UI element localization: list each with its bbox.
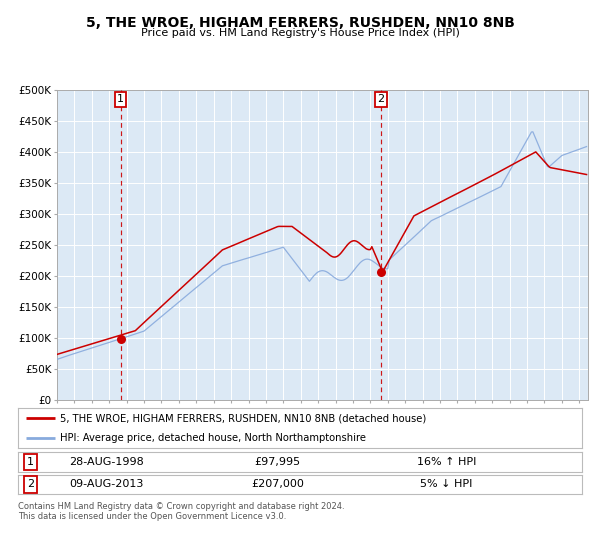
Text: 5, THE WROE, HIGHAM FERRERS, RUSHDEN, NN10 8NB: 5, THE WROE, HIGHAM FERRERS, RUSHDEN, NN… <box>86 16 514 30</box>
Text: Contains HM Land Registry data © Crown copyright and database right 2024.: Contains HM Land Registry data © Crown c… <box>18 502 344 511</box>
Text: 5% ↓ HPI: 5% ↓ HPI <box>421 479 473 489</box>
Text: 09-AUG-2013: 09-AUG-2013 <box>69 479 143 489</box>
Text: £97,995: £97,995 <box>254 457 301 467</box>
Text: 1: 1 <box>117 94 124 104</box>
Text: This data is licensed under the Open Government Licence v3.0.: This data is licensed under the Open Gov… <box>18 512 286 521</box>
Text: 5, THE WROE, HIGHAM FERRERS, RUSHDEN, NN10 8NB (detached house): 5, THE WROE, HIGHAM FERRERS, RUSHDEN, NN… <box>60 413 427 423</box>
Text: 2: 2 <box>377 94 385 104</box>
Text: HPI: Average price, detached house, North Northamptonshire: HPI: Average price, detached house, Nort… <box>60 433 366 444</box>
Text: 28-AUG-1998: 28-AUG-1998 <box>69 457 143 467</box>
Text: 1: 1 <box>27 457 34 467</box>
Text: £207,000: £207,000 <box>251 479 304 489</box>
Text: 2: 2 <box>27 479 34 489</box>
Text: Price paid vs. HM Land Registry's House Price Index (HPI): Price paid vs. HM Land Registry's House … <box>140 28 460 38</box>
Text: 16% ↑ HPI: 16% ↑ HPI <box>417 457 476 467</box>
